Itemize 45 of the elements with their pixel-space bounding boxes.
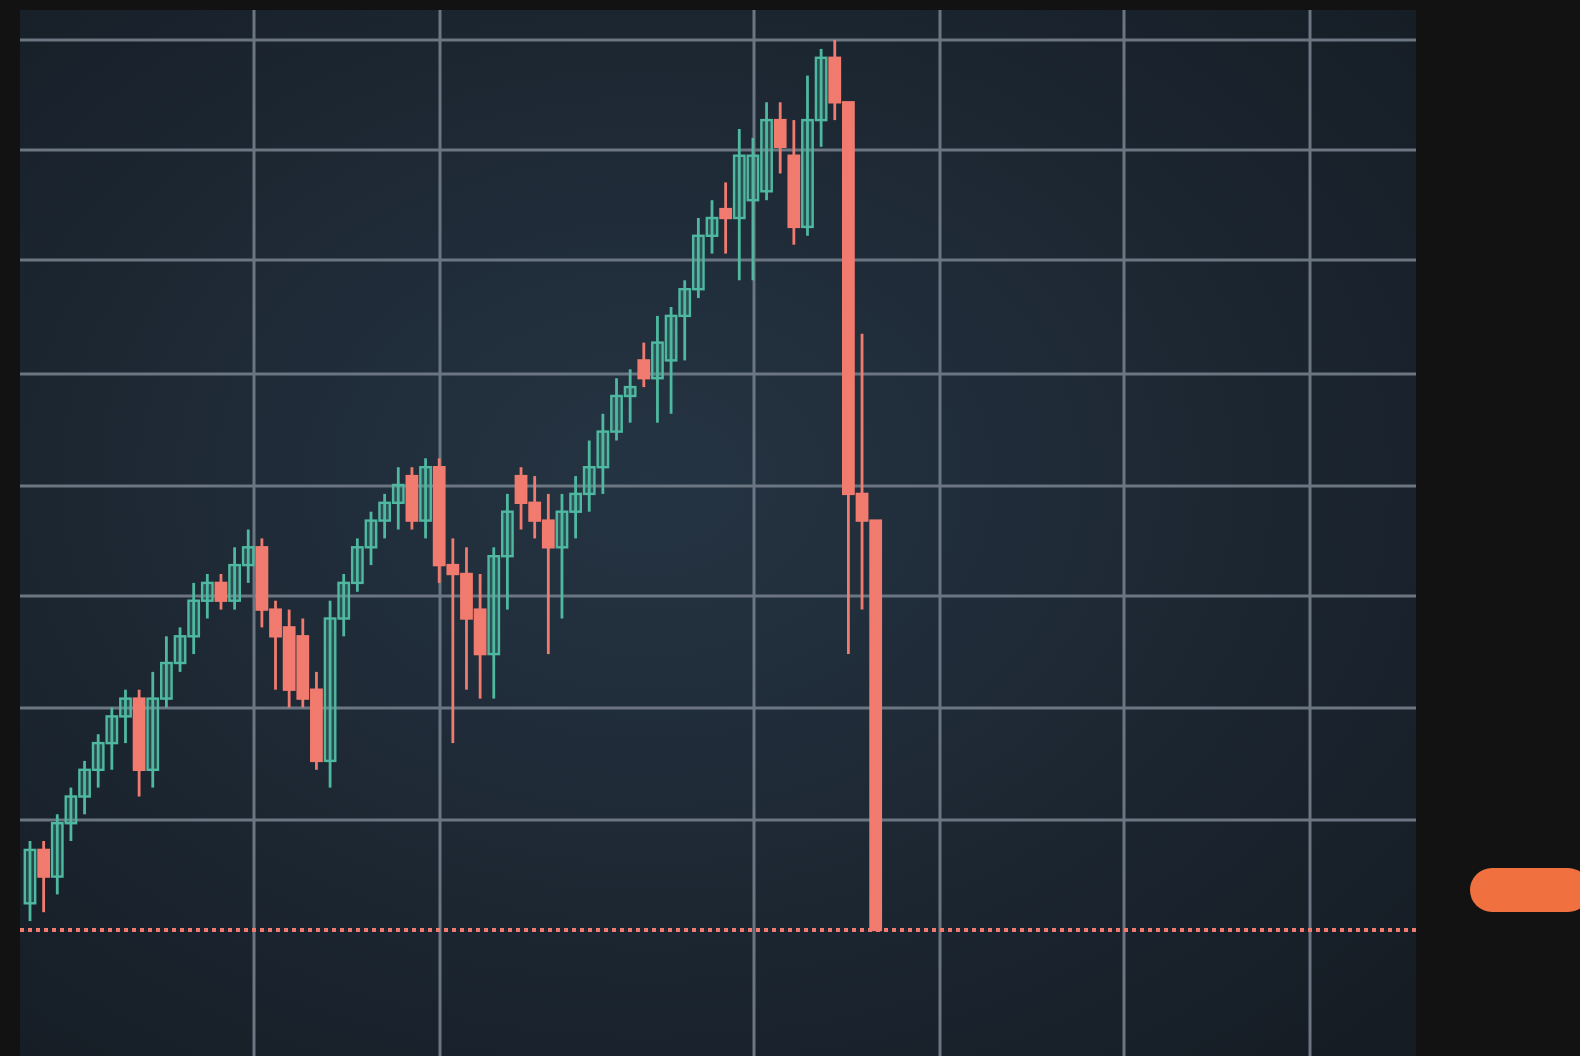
- candlestick: [23, 839, 37, 923]
- candlestick: [637, 341, 651, 389]
- candlestick: [678, 278, 692, 362]
- candlestick: [814, 47, 828, 149]
- candlestick: [419, 456, 432, 540]
- candlestick: [391, 465, 405, 531]
- candlestick: [501, 492, 514, 611]
- candlestick: [801, 74, 814, 238]
- candlestick: [37, 839, 51, 914]
- candlestick: [746, 136, 760, 282]
- candlestick: [719, 181, 733, 255]
- candlestick: [78, 759, 91, 816]
- candlestick: [405, 465, 419, 531]
- candlestick: [760, 100, 773, 202]
- candlestick: [119, 688, 132, 745]
- candlestick: [610, 376, 623, 442]
- candlestick: [160, 634, 173, 709]
- candlestick: [50, 812, 64, 896]
- candlestick: [364, 510, 378, 567]
- candlestick: [651, 314, 664, 425]
- candlestick: [323, 599, 337, 789]
- candlestick: [582, 439, 596, 514]
- candlestick: [487, 545, 501, 700]
- candlestick: [173, 626, 187, 674]
- candlestick: [350, 537, 364, 594]
- candlestick: [378, 492, 392, 540]
- candlestick: [228, 545, 241, 611]
- candlestick: [555, 492, 569, 620]
- candlestick: [691, 216, 705, 300]
- candlestick: [241, 528, 255, 585]
- candlestick: [705, 198, 719, 255]
- candlestick: [732, 127, 746, 282]
- candlestick: [596, 412, 610, 496]
- candlestick: [146, 670, 160, 789]
- candlestick: [569, 474, 582, 540]
- candlestick: [664, 305, 678, 416]
- candlestick: [91, 732, 105, 789]
- candlestick: [105, 706, 119, 772]
- candlestick: [214, 572, 228, 611]
- candlestick: [773, 100, 787, 175]
- candlestick: [64, 786, 78, 843]
- candlestick: [623, 367, 637, 425]
- candlestick: [187, 581, 201, 656]
- candlestick: [200, 572, 214, 620]
- candlestick: [337, 572, 351, 638]
